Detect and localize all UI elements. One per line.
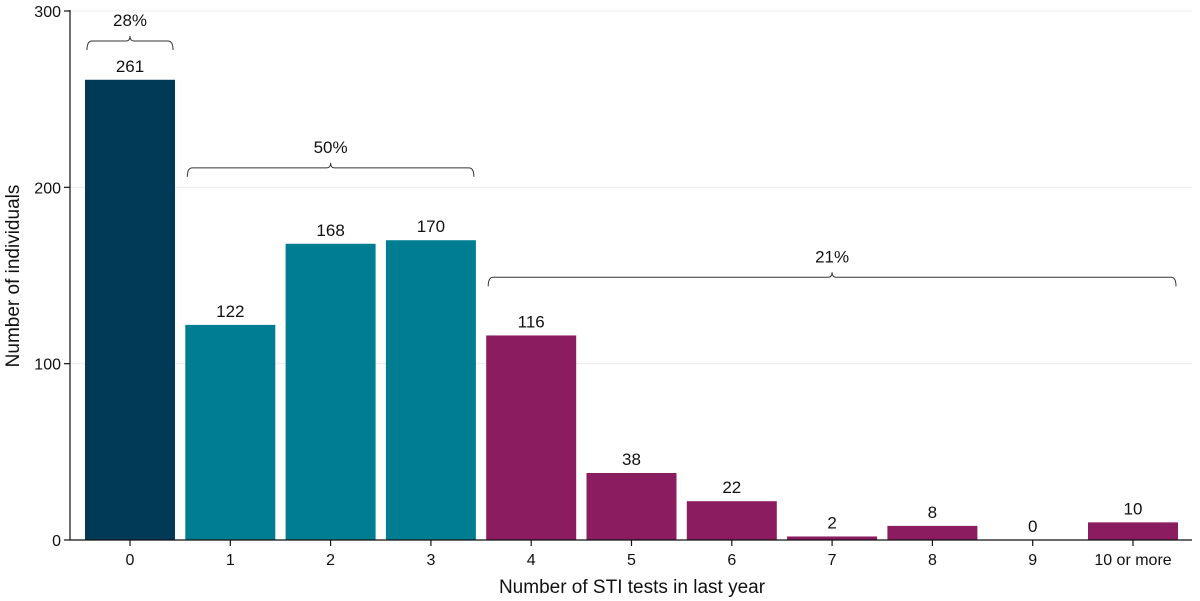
- x-tick-label: 9: [1028, 552, 1037, 569]
- bar-value-label: 116: [518, 312, 545, 331]
- bar-value-label: 22: [722, 478, 741, 497]
- bars: [85, 79, 1178, 541]
- bar-value-label: 0: [1028, 517, 1037, 536]
- x-axis-title: Number of STI tests in last year: [499, 577, 766, 598]
- bar: [1088, 522, 1178, 540]
- bar-value-label: 168: [316, 221, 344, 240]
- bar: [887, 525, 978, 540]
- x-tick-label: 6: [727, 552, 736, 569]
- y-tick-label: 100: [34, 357, 61, 374]
- bar-value-label: 8: [928, 503, 937, 522]
- brackets: 28% 50% 21%: [86, 11, 1177, 287]
- bar-value-label: 261: [116, 57, 144, 76]
- y-tick-label: 300: [34, 4, 61, 21]
- bar-value-label: 38: [622, 450, 641, 469]
- bracket: [487, 272, 1177, 287]
- bar: [85, 79, 175, 541]
- x-tick-label: 3: [426, 552, 435, 569]
- bar: [385, 240, 476, 540]
- bar: [787, 536, 878, 540]
- x-tick-label: 7: [828, 552, 837, 569]
- bar-value-label: 122: [216, 302, 244, 321]
- y-tick-label: 200: [34, 180, 61, 197]
- x-tick-label: 0: [126, 552, 135, 569]
- bar: [686, 501, 777, 540]
- bar-value-label: 10: [1124, 499, 1143, 518]
- bracket-label: 50%: [314, 138, 348, 157]
- bar-value-label: 2: [827, 513, 836, 532]
- x-tick-label: 4: [527, 552, 536, 569]
- y-tick-label: 0: [52, 533, 61, 550]
- bracket-label: 28%: [113, 11, 147, 30]
- bar: [185, 324, 276, 540]
- bar-value-label: 170: [417, 217, 445, 236]
- x-tick-label: 10 or more: [1094, 552, 1171, 569]
- x-tick-label: 2: [326, 552, 335, 569]
- bar: [586, 472, 677, 540]
- x-tick-label: 1: [226, 552, 235, 569]
- bar: [486, 335, 577, 540]
- x-tick-label: 5: [627, 552, 636, 569]
- bar: [285, 243, 376, 540]
- y-axis-title: Number of individuals: [3, 185, 24, 368]
- bracket: [86, 35, 174, 50]
- bracket-label: 21%: [815, 247, 849, 266]
- bracket: [186, 162, 475, 177]
- x-tick-label: 8: [928, 552, 937, 569]
